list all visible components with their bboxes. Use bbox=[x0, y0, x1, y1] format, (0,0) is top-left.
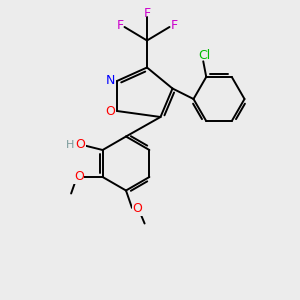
Text: O: O bbox=[76, 138, 85, 152]
Text: F: F bbox=[143, 7, 151, 20]
Text: Cl: Cl bbox=[199, 50, 211, 62]
Text: F: F bbox=[116, 19, 124, 32]
Text: N: N bbox=[106, 74, 115, 87]
Text: F: F bbox=[170, 19, 178, 32]
Text: O: O bbox=[74, 170, 84, 183]
Text: H: H bbox=[65, 140, 74, 151]
Text: O: O bbox=[132, 202, 142, 215]
Text: O: O bbox=[106, 105, 115, 118]
